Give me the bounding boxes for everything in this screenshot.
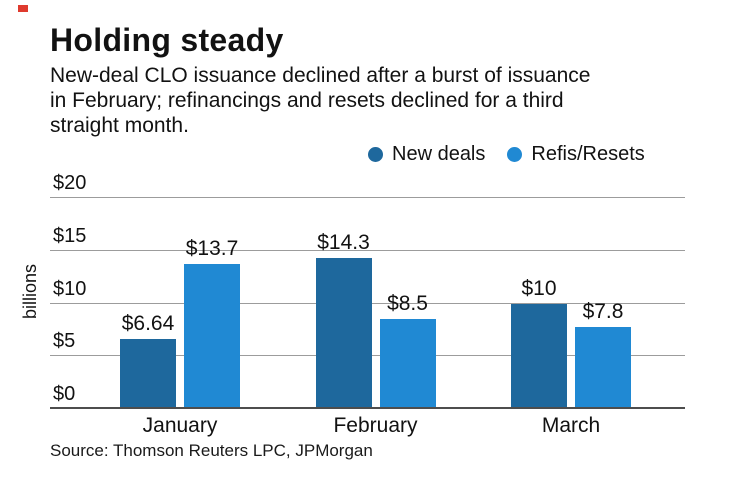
gridline (50, 197, 685, 198)
y-axis-title: billions (20, 264, 40, 320)
new-deals-legend-label: New deals (392, 143, 486, 165)
chart-subtitle: New-deal CLO issuance declined after a b… (50, 64, 591, 137)
y-tick-label: $0 (53, 383, 76, 405)
legend-item-refis-resets: Refis/Resets (507, 143, 645, 166)
refis-resets-legend-label: Refis/Resets (531, 143, 645, 165)
refis-resets-legend-dot (507, 147, 523, 162)
y-tick-label: $5 (53, 330, 76, 353)
legend-item-new-deals: New deals (368, 143, 485, 166)
bar-value-label: $6.64 (121, 311, 175, 335)
bar-value-label: $13.7 (185, 237, 239, 261)
bar-value-label: $8.5 (387, 292, 428, 316)
bar-value-label: $7.8 (582, 299, 624, 323)
new-deals-legend-dot (368, 147, 383, 162)
bar-refis-resets-march (575, 326, 631, 409)
x-tick-label: March (541, 414, 601, 437)
x-axis-line (50, 407, 685, 409)
bar-value-label: $10 (521, 276, 557, 300)
bar-refis-resets-january (184, 264, 240, 409)
bar-new-deals-january (120, 338, 176, 409)
bar-new-deals-march (511, 303, 567, 409)
red-corner-mark (18, 5, 28, 12)
y-tick-label: $15 (53, 224, 87, 247)
bar-refis-resets-february (379, 319, 436, 409)
bar-new-deals-february (315, 258, 372, 409)
gridline (50, 249, 685, 251)
plot-area: billions $0 $5 $10 $15 $20 $6.64 $14.3 $10 $13.7… (20, 172, 685, 437)
y-tick-label: $20 (53, 172, 87, 194)
chart-title: Holding steady (50, 22, 284, 58)
x-tick-label: January (142, 414, 218, 437)
source-attribution: Source: Thomson Reuters LPC, JPMorgan (50, 441, 373, 460)
y-tick-label: $10 (53, 277, 87, 300)
x-tick-label: February (333, 414, 418, 437)
legend: New deals Refis/Resets (368, 143, 645, 166)
bar-value-label: $14.3 (317, 231, 370, 255)
